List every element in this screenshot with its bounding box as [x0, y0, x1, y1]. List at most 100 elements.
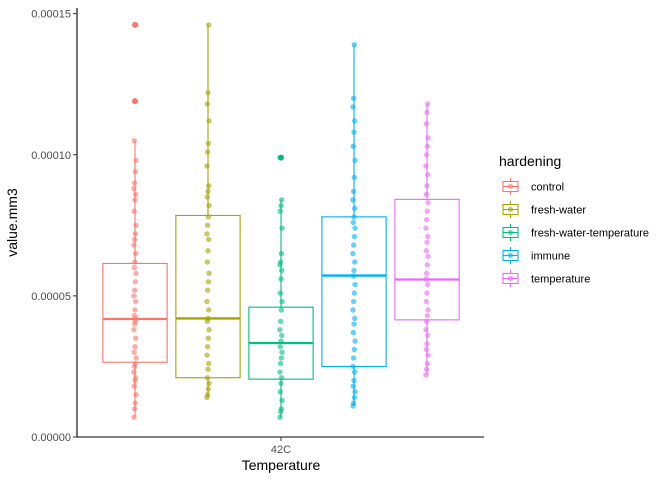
data-point	[423, 346, 429, 353]
data-point	[131, 349, 137, 356]
data-point	[131, 242, 137, 248]
data-point	[133, 391, 139, 398]
data-point	[279, 298, 285, 305]
data-point	[279, 375, 285, 381]
data-point	[132, 343, 138, 350]
data-point	[351, 377, 357, 384]
data-point	[424, 239, 430, 245]
data-point	[204, 287, 211, 293]
data-point	[204, 149, 211, 155]
data-point	[350, 355, 357, 361]
legend-key-point	[507, 206, 514, 213]
data-point	[204, 375, 210, 381]
data-point	[205, 188, 211, 195]
data-point	[423, 318, 430, 324]
data-point	[277, 154, 283, 161]
series-immune	[321, 41, 387, 409]
data-point	[206, 118, 212, 124]
data-point	[204, 222, 211, 229]
data-point	[204, 231, 210, 237]
data-point	[278, 355, 285, 361]
data-point	[351, 174, 358, 181]
data-point	[352, 225, 358, 231]
data-point	[131, 327, 137, 333]
data-point	[423, 270, 430, 277]
data-point	[423, 191, 429, 197]
data-point	[425, 135, 431, 141]
data-point	[423, 366, 430, 372]
data-point	[350, 329, 356, 336]
data-point	[205, 89, 211, 96]
data-point	[423, 248, 429, 254]
data-point	[425, 281, 431, 288]
data-point	[351, 321, 357, 327]
data-point	[423, 121, 429, 127]
data-point	[278, 406, 285, 412]
legend-label: fresh-water-temperature	[531, 228, 649, 240]
data-point	[206, 307, 212, 313]
data-point	[277, 360, 284, 367]
data-point	[206, 380, 212, 387]
data-point	[424, 143, 431, 149]
data-point	[424, 208, 431, 214]
data-point	[131, 312, 137, 319]
data-point	[425, 101, 431, 107]
series-control	[102, 21, 168, 420]
data-point	[352, 205, 358, 212]
data-point	[131, 406, 138, 412]
data-point	[133, 157, 139, 164]
data-point	[133, 375, 139, 381]
data-point	[206, 236, 212, 243]
data-point	[132, 360, 139, 367]
data-point	[132, 98, 138, 104]
data-point	[351, 290, 358, 296]
data-point	[425, 332, 431, 339]
y-tick-label: 0.00005	[31, 291, 71, 303]
x-axis-title: Temperature	[242, 457, 321, 473]
data-point	[132, 231, 139, 237]
data-point	[277, 414, 283, 420]
data-point	[424, 360, 431, 367]
data-point	[352, 259, 358, 265]
data-point	[424, 312, 431, 319]
data-point	[205, 335, 212, 341]
data-point	[423, 152, 430, 158]
data-point	[350, 400, 357, 406]
data-point	[279, 397, 285, 404]
data-point	[350, 104, 356, 110]
data-point	[352, 389, 358, 395]
data-point	[350, 250, 356, 257]
data-point	[131, 383, 137, 389]
legend-key-point	[507, 229, 514, 236]
plot-area	[102, 21, 460, 420]
data-point	[204, 352, 210, 358]
data-point	[351, 394, 358, 401]
data-point	[350, 197, 356, 203]
data-point	[206, 202, 212, 209]
legend-item-immune: immune	[502, 247, 570, 264]
data-point	[350, 298, 357, 305]
data-point	[131, 287, 138, 293]
data-point	[278, 276, 284, 282]
data-point	[350, 242, 357, 248]
data-point	[423, 163, 429, 169]
data-point	[132, 279, 139, 285]
data-point	[277, 290, 283, 296]
data-point	[350, 383, 356, 389]
data-point	[132, 168, 139, 175]
data-point	[277, 208, 283, 214]
data-point	[423, 327, 429, 333]
data-point	[424, 341, 430, 347]
data-point	[350, 188, 357, 195]
data-point	[205, 315, 211, 322]
y-axis-title: value.mm3	[4, 188, 20, 257]
data-point	[132, 307, 138, 313]
data-point	[424, 183, 430, 189]
data-point	[351, 267, 357, 274]
data-point	[131, 414, 137, 420]
data-point	[424, 109, 430, 116]
data-point	[132, 197, 138, 203]
data-point	[279, 349, 285, 356]
data-point	[278, 380, 284, 387]
